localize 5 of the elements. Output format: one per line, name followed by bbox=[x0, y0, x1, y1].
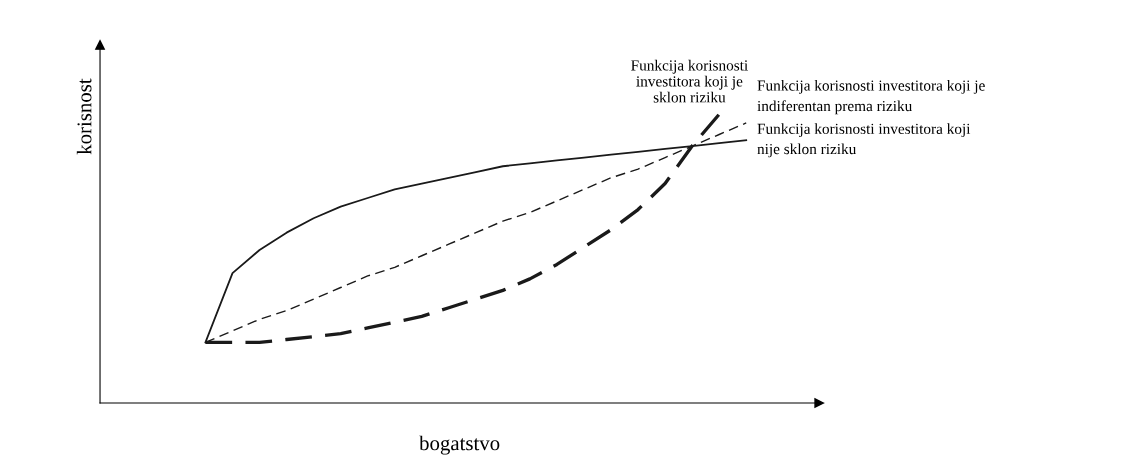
text: Funkcija korisnosti investitora koji je indiferentan prema riziku bbox=[757, 79, 985, 115]
text: Funkcija korisnosti investitora koji je sklon riziku bbox=[631, 59, 748, 103]
annotation: Funkcija korisnosti investitora koji nije sklon riziku bbox=[757, 123, 971, 158]
x-axis-title: bogatstvo bbox=[419, 435, 500, 455]
y-axis-title: korisnost bbox=[76, 78, 92, 155]
